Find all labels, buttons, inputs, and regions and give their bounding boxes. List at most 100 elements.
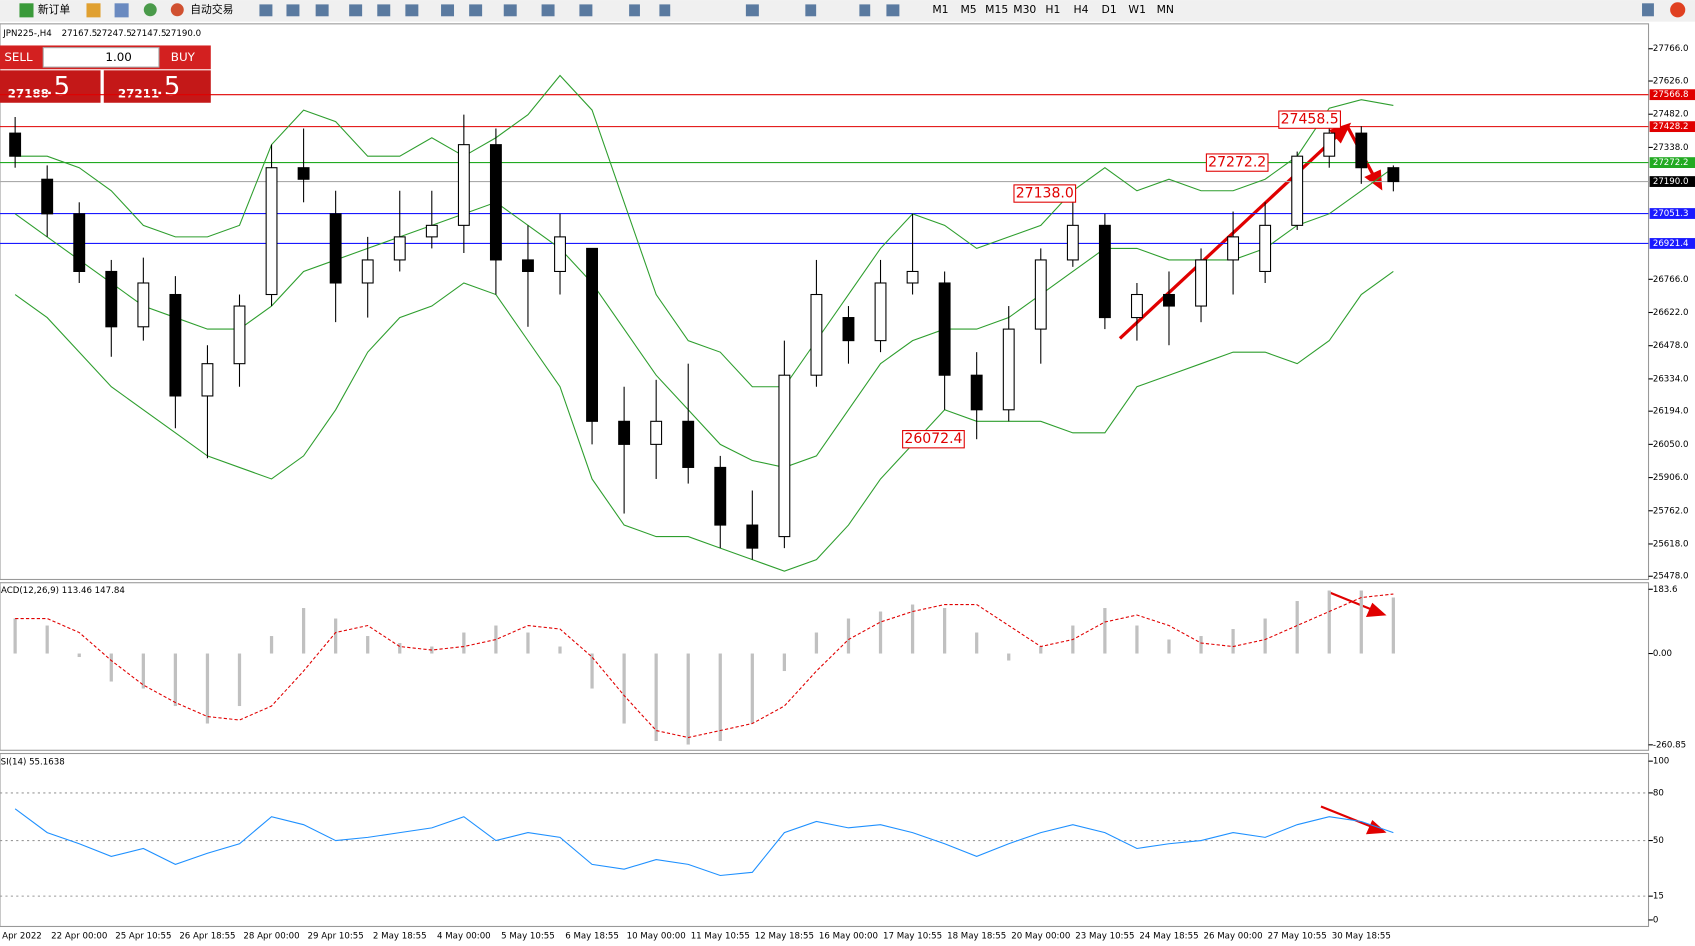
buy-price-box[interactable] (103, 70, 211, 103)
histogram-bar (975, 632, 979, 654)
timeframe[interactable]: M15 (985, 3, 1008, 16)
candle-body (778, 374, 791, 538)
histogram-bar (526, 632, 530, 654)
search[interactable] (1642, 3, 1654, 17)
icon[interactable] (114, 3, 129, 18)
y-tick-label: 25906.0 (1653, 473, 1689, 483)
x-tick-label: 20 May 00:00 (1011, 932, 1070, 942)
lot-input[interactable] (42, 47, 160, 68)
timeframe[interactable]: M5 (960, 3, 976, 16)
icon[interactable] (886, 4, 900, 17)
x-tick-label: 16 May 00:00 (819, 932, 878, 942)
histogram-bar (1231, 629, 1235, 654)
y-tick-label: 26050.0 (1653, 440, 1689, 450)
y-tick-label: 0 (1653, 915, 1659, 925)
icon[interactable] (629, 4, 640, 17)
y-tick-label: 27482.0 (1653, 110, 1689, 120)
icon[interactable] (259, 4, 273, 17)
y-tick-label: 50 (1653, 836, 1664, 846)
price-level-box (1649, 238, 1695, 249)
trend-arrows (1118, 122, 1387, 835)
candle-body (746, 524, 759, 549)
buy-button[interactable]: BUY (171, 50, 196, 64)
icon[interactable] (659, 4, 671, 17)
icon[interactable] (349, 4, 363, 17)
candle-body (393, 236, 406, 261)
price-level-label: 27566.8 (1653, 90, 1689, 100)
icon[interactable] (745, 4, 759, 17)
candle-body (1002, 328, 1015, 411)
histogram-bar (334, 618, 338, 654)
candle-body (1387, 167, 1400, 183)
icon[interactable] (405, 4, 419, 17)
x-tick-label: 11 May 10:55 (691, 932, 750, 942)
annotation: 26072.4 (904, 431, 962, 447)
timeframe[interactable]: H4 (1073, 3, 1088, 16)
icon[interactable] (286, 4, 300, 17)
icon[interactable] (541, 4, 555, 17)
notification[interactable] (1670, 2, 1686, 18)
timeframe[interactable]: M1 (932, 3, 948, 16)
annotation-box (1013, 184, 1077, 203)
auto-trading[interactable]: 自动交易 (190, 2, 233, 16)
sell-button[interactable]: SELL (4, 50, 33, 64)
icon[interactable] (86, 3, 101, 18)
histogram-bar (1391, 597, 1395, 654)
icon[interactable] (315, 4, 329, 17)
x-tick-label: 24 May 18:55 (1139, 932, 1198, 942)
timeframe[interactable]: D1 (1102, 3, 1117, 16)
timeframe[interactable]: MN (1157, 3, 1174, 16)
sell-price-box[interactable] (0, 70, 101, 103)
annotation-box (1278, 110, 1341, 129)
histogram-bar (45, 625, 49, 654)
icon[interactable] (579, 4, 593, 17)
lot-value[interactable]: 1.00 (105, 50, 131, 64)
candle-body (586, 247, 599, 422)
new-order-icon[interactable] (19, 3, 34, 18)
x-tick-label: 17 May 10:55 (883, 932, 942, 942)
candle-body (489, 144, 502, 261)
new-order[interactable]: 新订单 (38, 2, 71, 16)
line (15, 593, 1394, 739)
x-tick-label: 10 May 00:00 (627, 932, 686, 942)
timeframe[interactable]: M30 (1013, 3, 1036, 16)
icon[interactable] (469, 4, 483, 17)
timeframe[interactable]: W1 (1128, 3, 1146, 16)
candle-body (9, 132, 22, 157)
histogram-bar (77, 653, 81, 658)
x-tick-label: 12 May 18:55 (755, 932, 814, 942)
histogram-bar (141, 653, 145, 689)
histogram-bar (398, 643, 402, 654)
icon[interactable] (377, 4, 391, 17)
y-tick-label: 183.6 (1653, 585, 1678, 595)
histogram-bar (366, 636, 370, 654)
histogram-bar (654, 653, 658, 742)
x-tick-label: 21 Apr 2022 (0, 932, 42, 942)
histogram-bar (718, 653, 722, 742)
candle-body (1066, 224, 1079, 261)
rsi-panel (0, 752, 1650, 928)
price-level-box (1649, 157, 1695, 168)
histogram-bar (846, 618, 851, 654)
candle-body (1130, 293, 1143, 319)
histogram-bar (622, 653, 626, 724)
icon[interactable] (441, 4, 455, 17)
line (14, 808, 1394, 877)
icon[interactable] (503, 4, 517, 17)
candle-body (554, 236, 566, 273)
x-tick-label: 5 May 10:55 (501, 932, 555, 942)
timeframe[interactable]: H1 (1045, 3, 1060, 16)
histogram-bar (558, 646, 562, 654)
y-tick-label: -260.85 (1653, 740, 1686, 750)
x-tick-label: 18 May 18:55 (947, 932, 1006, 942)
icon[interactable] (143, 3, 157, 17)
price-level-box (1649, 208, 1695, 219)
histogram-bar (494, 625, 498, 654)
y-tick-label: 26334.0 (1653, 374, 1689, 384)
y-tick-label: 26478.0 (1653, 341, 1689, 351)
auto-trading-icon[interactable] (170, 3, 184, 17)
x-tick-label: 6 May 18:55 (565, 932, 619, 942)
candle-body (1098, 224, 1111, 319)
icon[interactable] (859, 4, 871, 17)
icon[interactable] (805, 4, 817, 17)
